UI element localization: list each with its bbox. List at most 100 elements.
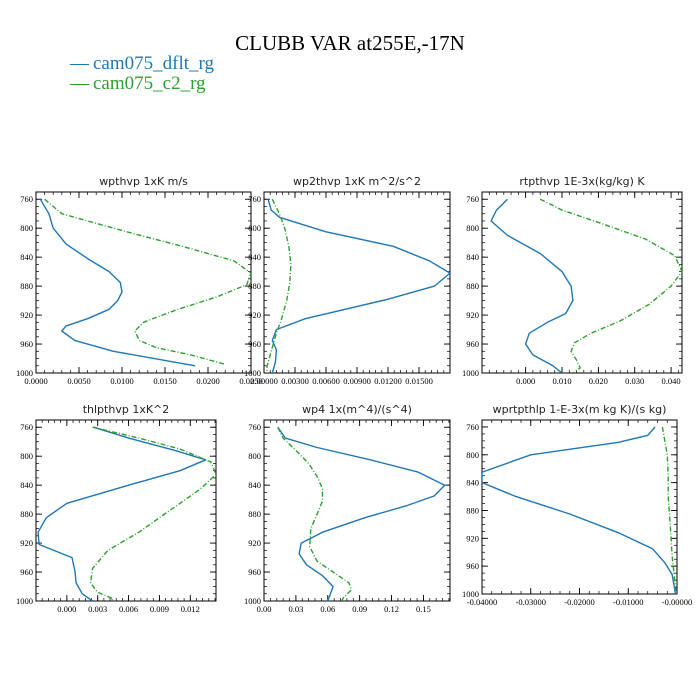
series-line-c2 bbox=[277, 426, 352, 601]
y-tick-label: 1000 bbox=[16, 596, 33, 606]
y-tick-label: 840 bbox=[248, 252, 261, 262]
x-tick-label: 0.00900 bbox=[343, 376, 371, 386]
series-line-dflt bbox=[482, 426, 677, 594]
x-tick-label: -0.00000 bbox=[662, 597, 692, 607]
panel-title: wpthvp 1xK m/s bbox=[99, 175, 188, 188]
series-line-c2 bbox=[44, 198, 251, 365]
panel-title: thlpthvp 1xK^2 bbox=[83, 403, 170, 416]
panel-title: wp4 1x(m^4)/(s^4) bbox=[302, 403, 412, 416]
y-tick-label: 1000 bbox=[462, 368, 479, 378]
y-tick-label: 960 bbox=[466, 339, 479, 349]
x-tick-label: 0.003 bbox=[88, 604, 107, 614]
y-tick-label: 880 bbox=[466, 281, 479, 291]
y-tick-label: 800 bbox=[20, 451, 33, 461]
series-line-dflt bbox=[39, 198, 196, 367]
x-tick-label: 0.0200 bbox=[196, 376, 219, 386]
x-tick-label: 0.009 bbox=[150, 604, 169, 614]
x-tick-label: 0.020 bbox=[589, 376, 608, 386]
y-tick-label: 840 bbox=[20, 252, 33, 262]
y-tick-label: 920 bbox=[248, 310, 261, 320]
x-tick-label: 0.06 bbox=[320, 604, 335, 614]
x-tick-label: 0.0050 bbox=[67, 376, 90, 386]
y-tick-label: 800 bbox=[20, 223, 33, 233]
y-tick-label: 960 bbox=[248, 339, 261, 349]
x-tick-label: 0.00 bbox=[257, 604, 272, 614]
series-line-dflt bbox=[37, 426, 207, 601]
y-tick-label: 960 bbox=[248, 567, 261, 577]
x-tick-label: 0.040 bbox=[662, 376, 681, 386]
plot-frame bbox=[263, 419, 451, 602]
y-tick-label: 920 bbox=[20, 310, 33, 320]
y-tick-label: 960 bbox=[20, 567, 33, 577]
y-tick-label: 1000 bbox=[462, 589, 479, 599]
x-tick-label: -0.01000 bbox=[613, 597, 643, 607]
y-tick-label: 920 bbox=[20, 538, 33, 548]
x-tick-label: 0.03 bbox=[288, 604, 303, 614]
legend-entry-c2: — cam075_c2_rg bbox=[69, 73, 206, 94]
y-tick-label: 800 bbox=[466, 223, 479, 233]
x-tick-label: 0.09 bbox=[352, 604, 367, 614]
y-tick-label: 920 bbox=[248, 538, 261, 548]
y-tick-label: 760 bbox=[248, 422, 261, 432]
y-tick-label: 960 bbox=[20, 339, 33, 349]
legend-label-c2: cam075_c2_rg bbox=[93, 73, 206, 94]
y-tick-label: 800 bbox=[248, 451, 261, 461]
x-tick-label: 0.01200 bbox=[374, 376, 402, 386]
series-line-dflt bbox=[267, 199, 450, 373]
legend-entry-dflt: — cam075_dflt_rg bbox=[69, 53, 215, 74]
series-line-c2 bbox=[266, 198, 292, 373]
y-tick-label: 880 bbox=[20, 281, 33, 291]
y-tick-label: 760 bbox=[20, 194, 33, 204]
y-tick-label: 760 bbox=[466, 194, 479, 204]
x-tick-label: 0.00600 bbox=[312, 376, 340, 386]
y-tick-label: 760 bbox=[20, 422, 33, 432]
plot-frame bbox=[35, 419, 217, 602]
x-tick-label: 0.00300 bbox=[281, 376, 309, 386]
series-line-c2 bbox=[539, 198, 682, 373]
x-tick-label: 0.012 bbox=[181, 604, 200, 614]
y-tick-label: 760 bbox=[248, 194, 261, 204]
x-tick-label: 0.000 bbox=[516, 376, 535, 386]
legend-marker-c2: — bbox=[69, 73, 90, 94]
series-line-dflt bbox=[277, 426, 446, 601]
y-tick-label: 1000 bbox=[244, 368, 261, 378]
y-tick-label: 800 bbox=[248, 223, 261, 233]
x-tick-label: 0.030 bbox=[625, 376, 644, 386]
chart-panel-4: thlpthvp 1xK^2 0.000 0.003 0.006 0.009 0.012 7… bbox=[16, 403, 217, 614]
x-tick-label: -0.03000 bbox=[516, 597, 546, 607]
x-tick-label: 0.12 bbox=[384, 604, 399, 614]
series-line-c2 bbox=[89, 426, 216, 601]
y-tick-label: 880 bbox=[466, 505, 479, 515]
plot-frame bbox=[35, 191, 252, 374]
y-tick-label: 880 bbox=[20, 509, 33, 519]
y-tick-label: 1000 bbox=[16, 368, 33, 378]
y-tick-label: 1000 bbox=[244, 596, 261, 606]
x-tick-label: 0.00000 bbox=[250, 376, 278, 386]
y-tick-label: 960 bbox=[466, 561, 479, 571]
x-tick-label: 0.0250 bbox=[239, 376, 262, 386]
chart-panel-6: wprtpthlp 1-E-3x(m kg K)/(s kg) -0.04000 -… bbox=[462, 403, 692, 607]
y-tick-label: 880 bbox=[248, 509, 261, 519]
x-tick-label: 0.006 bbox=[119, 604, 138, 614]
chart-panel-1: wpthvp 1xK m/s 0.0000 0.0050 0.0100 0.0150 0.… bbox=[16, 175, 263, 386]
y-tick-label: 920 bbox=[466, 310, 479, 320]
x-tick-label: -0.04000 bbox=[467, 597, 497, 607]
y-tick-label: 920 bbox=[466, 533, 479, 543]
panel-title: rtpthvp 1E-3x(kg/kg) K bbox=[519, 175, 645, 188]
y-tick-label: 840 bbox=[466, 252, 479, 262]
y-tick-label: 800 bbox=[466, 450, 479, 460]
x-tick-label: 0.010 bbox=[552, 376, 571, 386]
panel-title: wprtpthlp 1-E-3x(m kg K)/(s kg) bbox=[493, 403, 667, 416]
plot-frame bbox=[481, 191, 683, 374]
series-line-c2 bbox=[661, 426, 677, 594]
y-tick-label: 760 bbox=[466, 422, 479, 432]
panel-title: wp2thvp 1xK m^2/s^2 bbox=[293, 175, 421, 188]
y-tick-label: 840 bbox=[248, 480, 261, 490]
x-tick-label: 0.15 bbox=[416, 604, 431, 614]
chart-panel-3: rtpthvp 1E-3x(kg/kg) K 0.000 0.010 0.020 0.0… bbox=[462, 175, 683, 386]
x-tick-label: 0.0150 bbox=[153, 376, 176, 386]
legend-marker-dflt: — bbox=[69, 53, 90, 74]
y-tick-label: 840 bbox=[466, 478, 479, 488]
